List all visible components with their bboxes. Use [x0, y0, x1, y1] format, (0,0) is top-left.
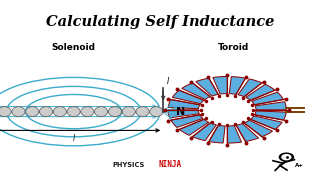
- Text: I: I: [166, 77, 169, 86]
- Text: PHYSICS: PHYSICS: [112, 162, 144, 168]
- Text: Toroid: Toroid: [218, 43, 249, 52]
- Text: l: l: [73, 134, 75, 143]
- Text: Calculating Self Inductance: Calculating Self Inductance: [46, 15, 274, 29]
- Ellipse shape: [108, 107, 122, 117]
- Wedge shape: [192, 123, 216, 141]
- Wedge shape: [209, 125, 225, 143]
- Wedge shape: [229, 76, 245, 94]
- Circle shape: [279, 153, 293, 161]
- Text: A+: A+: [295, 163, 304, 168]
- Ellipse shape: [39, 107, 52, 117]
- Text: N: N: [176, 107, 185, 117]
- Circle shape: [282, 155, 291, 160]
- Wedge shape: [251, 116, 282, 129]
- Wedge shape: [213, 76, 227, 94]
- Ellipse shape: [81, 107, 94, 117]
- Wedge shape: [227, 125, 242, 143]
- Ellipse shape: [0, 107, 11, 117]
- Wedge shape: [172, 90, 204, 104]
- Wedge shape: [168, 110, 199, 118]
- Ellipse shape: [136, 107, 149, 117]
- Ellipse shape: [122, 107, 135, 117]
- Ellipse shape: [12, 107, 25, 117]
- Wedge shape: [255, 102, 286, 110]
- Wedge shape: [171, 115, 203, 127]
- Ellipse shape: [26, 107, 39, 117]
- Ellipse shape: [95, 107, 108, 117]
- Ellipse shape: [150, 107, 163, 117]
- Wedge shape: [255, 111, 286, 120]
- Text: NINJA: NINJA: [158, 160, 181, 169]
- Wedge shape: [179, 119, 209, 135]
- Text: Solenoid: Solenoid: [52, 43, 96, 52]
- Wedge shape: [246, 84, 275, 100]
- Wedge shape: [182, 83, 210, 99]
- Ellipse shape: [53, 107, 66, 117]
- Wedge shape: [244, 120, 273, 137]
- Ellipse shape: [67, 107, 80, 117]
- Wedge shape: [236, 123, 259, 141]
- Wedge shape: [196, 78, 218, 96]
- Wedge shape: [238, 79, 262, 97]
- Wedge shape: [168, 100, 200, 109]
- Wedge shape: [252, 92, 284, 105]
